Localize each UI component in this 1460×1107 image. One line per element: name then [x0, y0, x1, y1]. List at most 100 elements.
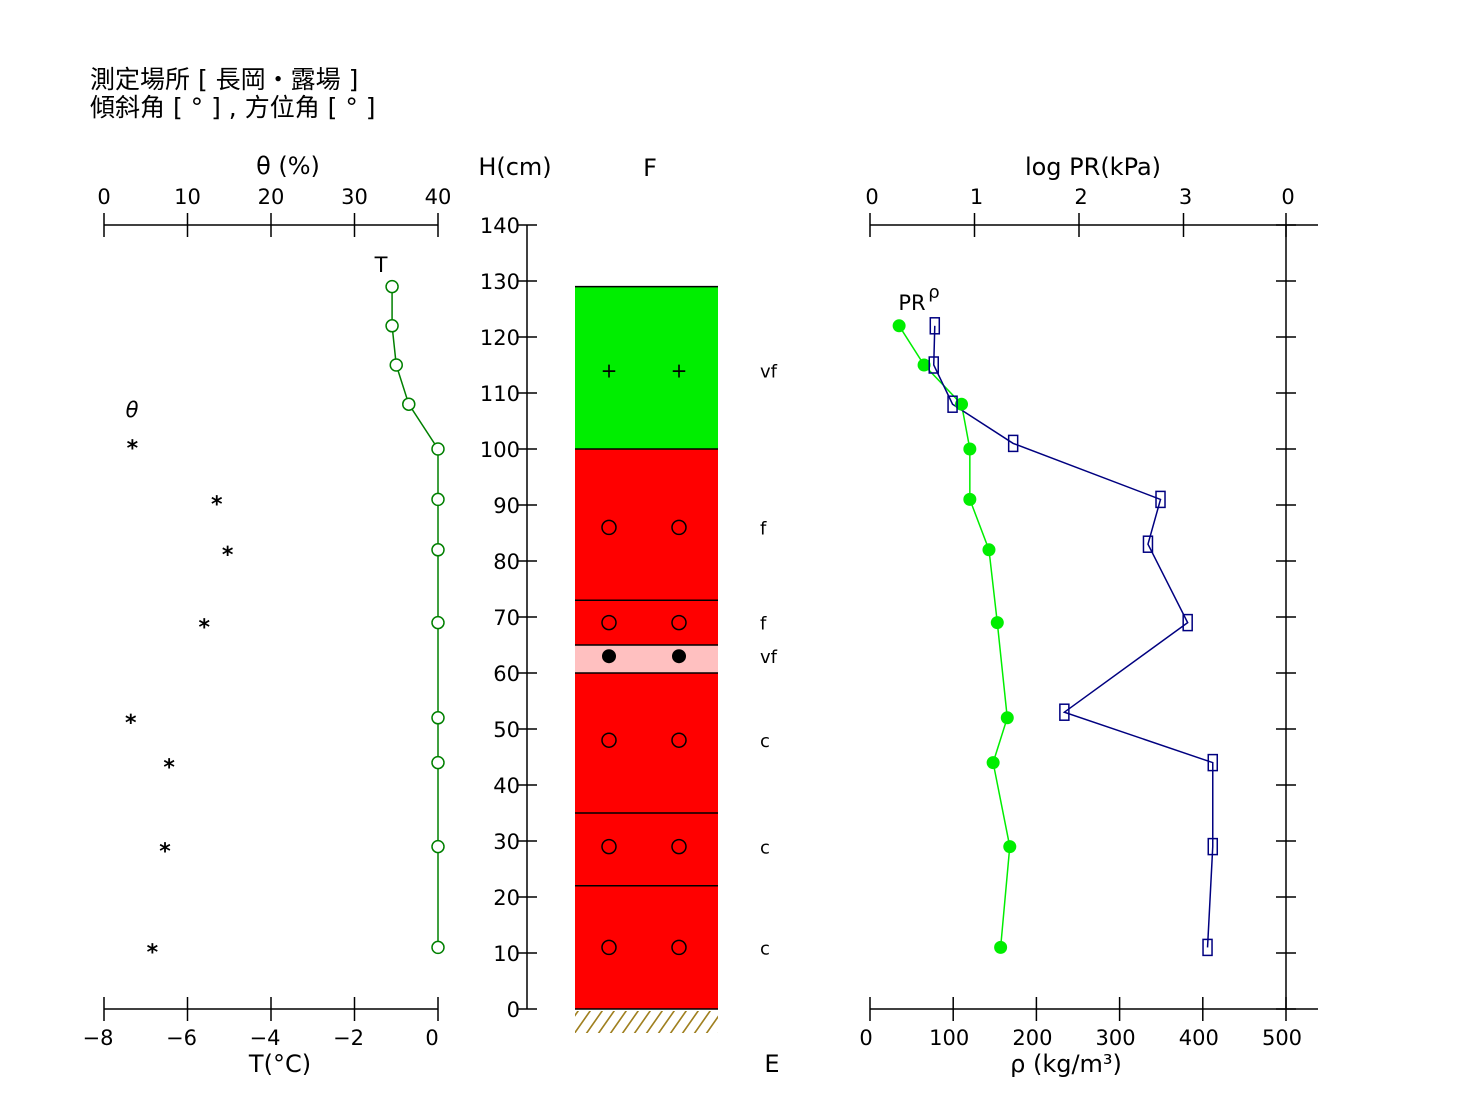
pr-series-label: PR — [898, 291, 925, 315]
theta-axis-label: θ (%) — [256, 152, 320, 180]
grain-size-label: vf — [760, 647, 778, 668]
grain-symbol — [672, 649, 686, 664]
grain-symbol: + — [671, 359, 688, 383]
grain-size-label: f — [760, 614, 767, 635]
log-pr-tick-label: 0 — [865, 185, 878, 209]
density-point — [963, 442, 977, 456]
height-tick-label: 40 — [493, 774, 520, 798]
grain-form-header: F — [643, 154, 657, 182]
density-point — [917, 358, 931, 372]
panel1-marks: * * * * * * * * — [125, 279, 445, 965]
density-tick-label: 0 — [859, 1026, 872, 1050]
resistance-line — [932, 325, 1214, 948]
log-pr-tick-label: 2 — [1074, 185, 1087, 209]
log-pr-axis-label: log PR(kPa) — [1025, 153, 1161, 181]
density-line — [898, 325, 1011, 948]
density-axis-label: ρ (kg/m³) — [1010, 1050, 1122, 1078]
panel1-ticks: 0 10 20 30 40 −8 −6 −4 −2 0 — [83, 185, 452, 1050]
resistance-point — [928, 356, 939, 374]
height-tick-label: 140 — [480, 214, 520, 238]
height-tick-label: 130 — [480, 270, 520, 294]
temperature-point — [431, 940, 445, 955]
temperature-tick-label: 0 — [425, 1026, 438, 1050]
theta-tick-label: 20 — [258, 185, 285, 209]
snow-layer — [575, 600, 718, 645]
density-tick-label: 400 — [1179, 1026, 1219, 1050]
density-point — [986, 756, 1000, 770]
angle-title: 傾斜角 [ ° ] , 方位角 [ ° ] — [90, 93, 376, 122]
grain-symbol — [601, 838, 617, 855]
resistance-point — [1007, 434, 1019, 453]
temperature-point — [402, 397, 416, 411]
theta-tick-label: 10 — [174, 185, 201, 209]
density-point — [982, 543, 996, 557]
temperature-axis-label: T(°C) — [248, 1050, 311, 1078]
density-tick-label: 100 — [929, 1026, 969, 1050]
grain-size-label: f — [760, 518, 767, 539]
snow-layer — [575, 885, 718, 1009]
height-axis: H(cm) 0 10 20 30 40 50 60 70 80 90 100 110 120 130 140 — [478, 153, 551, 1022]
temperature-point — [431, 442, 445, 456]
temperature-point — [385, 279, 399, 294]
density-point — [892, 319, 906, 333]
resistance-point — [1207, 753, 1219, 772]
water-content-point: * — [127, 436, 139, 461]
stratigraphy-panel: F E + + vf f f vf c c c — [575, 154, 780, 1078]
theta-series-label: θ — [126, 398, 139, 422]
snow-layer — [575, 286, 718, 449]
temperature-tick-label: −2 — [333, 1026, 364, 1050]
snow-layer — [575, 449, 718, 601]
ground-hatch — [575, 1011, 718, 1033]
temperature-point — [389, 358, 403, 372]
temperature-tick-label: −8 — [83, 1026, 114, 1050]
height-tick-label: 120 — [480, 326, 520, 350]
grain-size-label: c — [760, 731, 770, 752]
water-content-point: * — [159, 840, 171, 865]
density-point — [1003, 840, 1017, 854]
temperature-point — [431, 711, 445, 725]
grain-symbol — [601, 519, 617, 536]
temperature-tick-label: −4 — [250, 1026, 281, 1050]
grain-symbol — [671, 838, 687, 855]
water-content-point: * — [222, 543, 234, 568]
height-axis-label: H(cm) — [478, 153, 551, 181]
grain-symbol — [601, 732, 617, 748]
height-tick-label: 30 — [493, 830, 520, 854]
density-tick-label: 300 — [1096, 1026, 1136, 1050]
height-tick-label: 20 — [493, 886, 520, 910]
grain-symbol — [601, 614, 617, 631]
temperature-point — [431, 492, 445, 507]
height-tick-label: 0 — [507, 998, 520, 1022]
temperature-line — [391, 286, 439, 948]
density-point — [963, 492, 977, 506]
grain-size-label: c — [760, 938, 770, 959]
height-tick-label: 100 — [480, 438, 520, 462]
density-point — [1000, 711, 1014, 725]
height-ticks: 0 10 20 30 40 50 60 70 80 90 100 110 120 130 140 — [480, 214, 537, 1022]
density-tick-label: 500 — [1262, 1026, 1302, 1050]
snow-layers: + + vf f f vf c c c — [575, 285, 778, 1010]
resistance-point — [1059, 703, 1070, 721]
ground-label: E — [764, 1050, 779, 1078]
water-content-point: * — [211, 492, 223, 517]
grain-symbol — [671, 614, 687, 631]
resistance-point — [947, 395, 958, 413]
density-point — [994, 940, 1008, 954]
grain-symbol — [671, 519, 687, 536]
grain-symbol — [601, 939, 617, 956]
temperature-point — [431, 543, 445, 557]
resistance-point — [929, 317, 941, 335]
temperature-point — [431, 839, 445, 854]
rho-series-label: ρ — [928, 282, 939, 303]
snow-layer — [575, 645, 718, 673]
location-title: 測定場所 [ 長岡・露場 ] — [90, 65, 359, 94]
height-tick-label: 10 — [493, 942, 520, 966]
temperature-water-content-panel: θ (%) T(°C) 0 10 20 30 40−8 −6 −4 −2 0 T θ *****… — [83, 152, 452, 1078]
theta-tick-label: 0 — [97, 185, 110, 209]
resistance-point — [1182, 613, 1193, 632]
log-pr-tick-label: 3 — [1179, 185, 1192, 209]
height-tick-label: 110 — [480, 382, 520, 406]
log-pr-tick-label: 1 — [970, 185, 983, 209]
height-tick-label: 90 — [493, 494, 520, 518]
